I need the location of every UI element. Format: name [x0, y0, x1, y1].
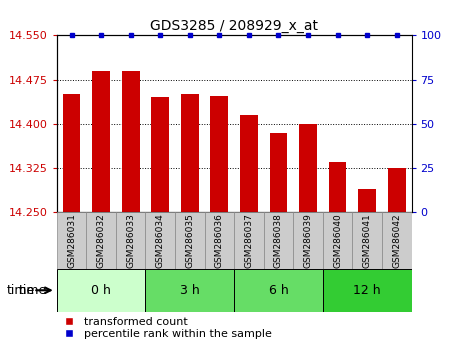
Text: GSM286037: GSM286037: [245, 213, 254, 268]
Bar: [382, 212, 412, 269]
Text: 0 h: 0 h: [91, 284, 111, 297]
Bar: [122, 71, 140, 212]
Bar: [57, 212, 86, 269]
Text: 12 h: 12 h: [353, 284, 381, 297]
Bar: [323, 212, 352, 269]
Bar: [234, 269, 323, 312]
Text: GSM286031: GSM286031: [67, 213, 76, 268]
Text: GSM286034: GSM286034: [156, 213, 165, 268]
Bar: [323, 269, 412, 312]
Bar: [264, 212, 293, 269]
Bar: [116, 212, 146, 269]
Bar: [181, 95, 199, 212]
Text: 3 h: 3 h: [180, 284, 200, 297]
Legend: transformed count, percentile rank within the sample: transformed count, percentile rank withi…: [58, 317, 272, 339]
Bar: [299, 124, 317, 212]
Bar: [210, 96, 228, 212]
Bar: [205, 212, 234, 269]
Title: GDS3285 / 208929_x_at: GDS3285 / 208929_x_at: [150, 19, 318, 33]
Text: time: time: [6, 284, 35, 297]
Bar: [146, 212, 175, 269]
Text: GSM286038: GSM286038: [274, 213, 283, 268]
Text: GSM286036: GSM286036: [215, 213, 224, 268]
Text: GSM286040: GSM286040: [333, 213, 342, 268]
Bar: [62, 95, 80, 212]
Bar: [270, 133, 287, 212]
Text: GSM286041: GSM286041: [363, 213, 372, 268]
Bar: [329, 162, 346, 212]
Bar: [57, 269, 146, 312]
Bar: [175, 212, 204, 269]
Text: GSM286035: GSM286035: [185, 213, 194, 268]
Bar: [234, 212, 264, 269]
Bar: [86, 212, 116, 269]
Text: GSM286032: GSM286032: [96, 213, 105, 268]
Text: GSM286033: GSM286033: [126, 213, 135, 268]
Bar: [240, 115, 258, 212]
Text: 6 h: 6 h: [269, 284, 289, 297]
Bar: [359, 189, 376, 212]
Bar: [388, 168, 405, 212]
Text: GSM286042: GSM286042: [392, 213, 401, 268]
Bar: [352, 212, 382, 269]
Bar: [293, 212, 323, 269]
Text: time: time: [19, 284, 47, 297]
Bar: [146, 269, 234, 312]
Bar: [151, 97, 169, 212]
Bar: [92, 71, 110, 212]
Text: GSM286039: GSM286039: [304, 213, 313, 268]
